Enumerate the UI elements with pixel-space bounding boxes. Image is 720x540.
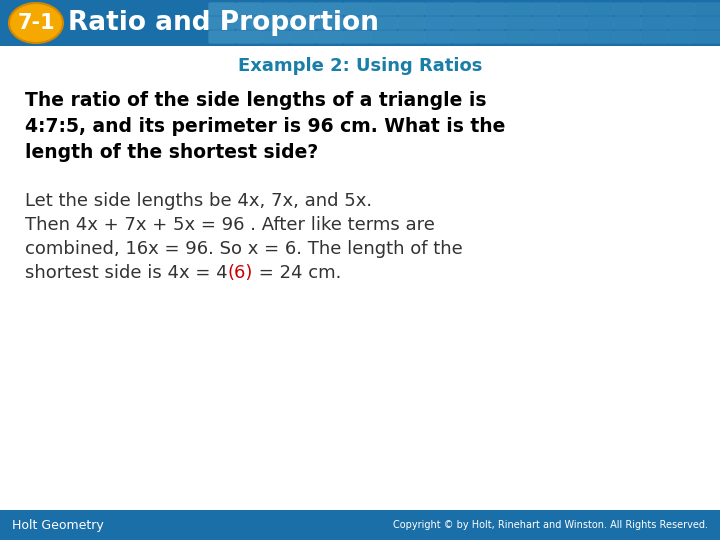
- FancyBboxPatch shape: [695, 17, 720, 30]
- Text: shortest side is 4x = 4: shortest side is 4x = 4: [25, 264, 228, 282]
- Text: 7-1: 7-1: [17, 13, 55, 33]
- FancyBboxPatch shape: [451, 30, 479, 44]
- FancyBboxPatch shape: [641, 17, 667, 30]
- FancyBboxPatch shape: [641, 30, 667, 44]
- FancyBboxPatch shape: [263, 3, 289, 16]
- Text: Example 2: Using Ratios: Example 2: Using Ratios: [238, 57, 482, 75]
- FancyBboxPatch shape: [343, 17, 371, 30]
- FancyBboxPatch shape: [425, 30, 451, 44]
- FancyBboxPatch shape: [587, 17, 613, 30]
- FancyBboxPatch shape: [371, 30, 397, 44]
- Text: Holt Geometry: Holt Geometry: [12, 518, 104, 531]
- FancyBboxPatch shape: [263, 30, 289, 44]
- Bar: [0, 0, 720, 46]
- FancyBboxPatch shape: [317, 3, 343, 16]
- FancyBboxPatch shape: [209, 30, 235, 44]
- FancyBboxPatch shape: [209, 3, 235, 16]
- FancyBboxPatch shape: [559, 17, 587, 30]
- FancyBboxPatch shape: [263, 17, 289, 30]
- FancyBboxPatch shape: [587, 30, 613, 44]
- FancyBboxPatch shape: [667, 17, 695, 30]
- FancyBboxPatch shape: [667, 3, 695, 16]
- Text: 4:7:5, and its perimeter is 96 cm. What is the: 4:7:5, and its perimeter is 96 cm. What …: [25, 118, 505, 137]
- FancyBboxPatch shape: [479, 30, 505, 44]
- FancyBboxPatch shape: [505, 30, 533, 44]
- FancyBboxPatch shape: [425, 17, 451, 30]
- FancyBboxPatch shape: [505, 3, 533, 16]
- FancyBboxPatch shape: [317, 30, 343, 44]
- FancyBboxPatch shape: [451, 3, 479, 16]
- Bar: [0, 510, 720, 540]
- FancyBboxPatch shape: [667, 30, 695, 44]
- FancyBboxPatch shape: [397, 17, 425, 30]
- FancyBboxPatch shape: [235, 30, 263, 44]
- FancyBboxPatch shape: [343, 3, 371, 16]
- FancyBboxPatch shape: [559, 3, 587, 16]
- FancyBboxPatch shape: [533, 3, 559, 16]
- Text: Ratio and Proportion: Ratio and Proportion: [68, 10, 379, 36]
- FancyBboxPatch shape: [641, 3, 667, 16]
- Text: length of the shortest side?: length of the shortest side?: [25, 144, 318, 163]
- Text: = 24 cm.: = 24 cm.: [253, 264, 341, 282]
- FancyBboxPatch shape: [397, 30, 425, 44]
- FancyBboxPatch shape: [613, 17, 641, 30]
- FancyBboxPatch shape: [587, 3, 613, 16]
- FancyBboxPatch shape: [533, 17, 559, 30]
- Text: Copyright © by Holt, Rinehart and Winston. All Rights Reserved.: Copyright © by Holt, Rinehart and Winsto…: [393, 520, 708, 530]
- FancyBboxPatch shape: [479, 3, 505, 16]
- FancyBboxPatch shape: [343, 30, 371, 44]
- FancyBboxPatch shape: [289, 30, 317, 44]
- FancyBboxPatch shape: [559, 30, 587, 44]
- FancyBboxPatch shape: [695, 30, 720, 44]
- FancyBboxPatch shape: [479, 17, 505, 30]
- FancyBboxPatch shape: [425, 3, 451, 16]
- Text: Then 4x + 7x + 5x = 96 . After like terms are: Then 4x + 7x + 5x = 96 . After like term…: [25, 216, 435, 234]
- FancyBboxPatch shape: [289, 3, 317, 16]
- FancyBboxPatch shape: [235, 3, 263, 16]
- Text: The ratio of the side lengths of a triangle is: The ratio of the side lengths of a trian…: [25, 91, 487, 111]
- FancyBboxPatch shape: [613, 3, 641, 16]
- FancyBboxPatch shape: [289, 17, 317, 30]
- FancyBboxPatch shape: [505, 17, 533, 30]
- FancyBboxPatch shape: [451, 17, 479, 30]
- FancyBboxPatch shape: [235, 17, 263, 30]
- FancyBboxPatch shape: [317, 17, 343, 30]
- FancyBboxPatch shape: [371, 17, 397, 30]
- Text: (6): (6): [228, 264, 253, 282]
- FancyBboxPatch shape: [613, 30, 641, 44]
- FancyBboxPatch shape: [371, 3, 397, 16]
- FancyBboxPatch shape: [209, 17, 235, 30]
- Ellipse shape: [9, 3, 63, 43]
- Text: Let the side lengths be 4x, 7x, and 5x.: Let the side lengths be 4x, 7x, and 5x.: [25, 192, 372, 210]
- FancyBboxPatch shape: [397, 3, 425, 16]
- Text: combined, 16x = 96. So x = 6. The length of the: combined, 16x = 96. So x = 6. The length…: [25, 240, 463, 258]
- FancyBboxPatch shape: [533, 30, 559, 44]
- FancyBboxPatch shape: [695, 3, 720, 16]
